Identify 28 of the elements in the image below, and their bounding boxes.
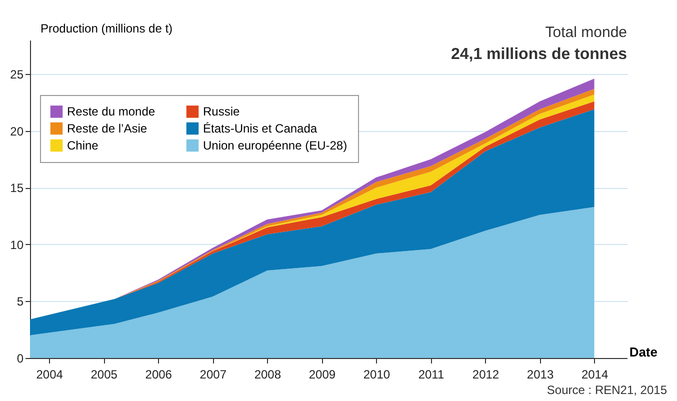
x-tick-label: 2014 <box>581 368 608 382</box>
x-tick-label: 2013 <box>526 368 554 382</box>
y-tick-label: 10 <box>10 238 24 252</box>
x-tick-label: 2004 <box>36 368 64 382</box>
x-tick-label: 2009 <box>308 368 336 382</box>
x-tick-label: 2008 <box>254 368 282 382</box>
y-tick-label: 0 <box>16 352 24 366</box>
y-axis-title: Production (millions de t) <box>40 22 173 36</box>
annotation: 24,1 millions de tonnes <box>450 46 628 63</box>
y-tick-label: 25 <box>10 68 24 82</box>
legend-label: Chine <box>67 138 99 152</box>
y-tick-label: 15 <box>10 181 24 196</box>
x-axis-title: Date <box>629 344 658 360</box>
x-tick-label: 2006 <box>145 368 172 382</box>
y-tick-label: 20 <box>10 124 24 138</box>
x-tick-label: 2007 <box>200 368 227 382</box>
x-tick-label: 2012 <box>472 368 500 382</box>
x-tick-label: 2005 <box>90 368 118 382</box>
legend-label: Union européenne (EU-28) <box>203 138 348 152</box>
legend-label: Russie <box>203 104 240 119</box>
y-tick-label: 5 <box>16 294 24 309</box>
x-tick-label: 2010 <box>363 368 390 382</box>
legend-label: Reste du monde <box>67 104 156 119</box>
legend-label: États-Unis et Canada <box>203 122 318 136</box>
legend-label: Reste de l’Asie <box>67 122 148 136</box>
x-tick-label: 2011 <box>418 368 444 382</box>
annotation: Total monde <box>545 24 627 41</box>
source-note: Source : REN21, 2015 <box>546 383 668 397</box>
